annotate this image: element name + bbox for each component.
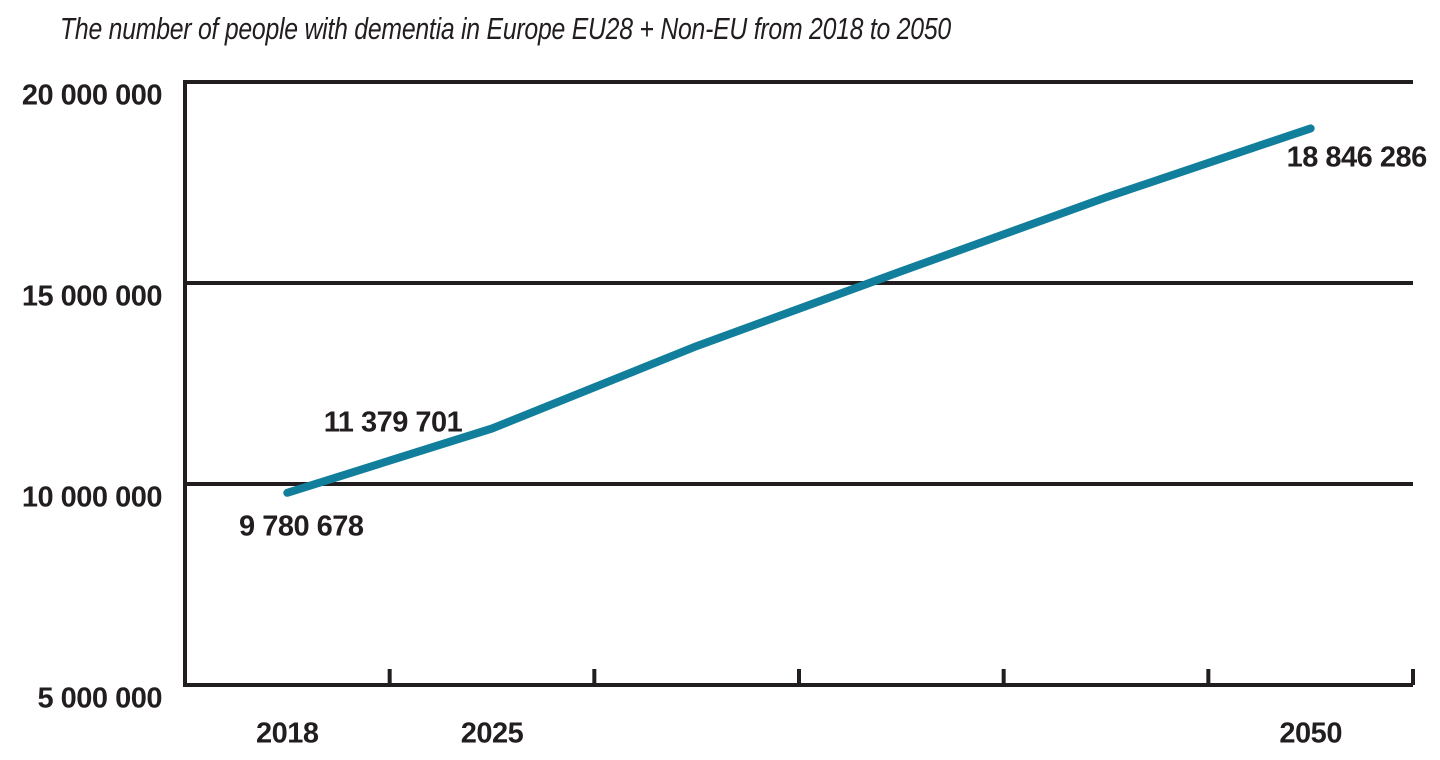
data-point-label-2025: 11 379 701	[323, 406, 463, 438]
data-point-label-2018: 9 780 678	[239, 510, 364, 543]
data-line	[283, 124, 1315, 497]
data-point-label-2050: 18 846 286	[1286, 141, 1428, 174]
y-axis-tick-label-5m: 5 000 000	[37, 682, 162, 715]
y-axis-tick-label-10m: 10 000 000	[21, 481, 163, 514]
x-axis-tick-label-2050: 2050	[1279, 717, 1342, 750]
x-axis-tick-label-2025: 2025	[460, 717, 524, 750]
y-axis-tick-label-20m: 20 000 000	[21, 79, 163, 112]
chart-title: The number of people with dementia in Eu…	[60, 11, 951, 46]
y-axis-tick-label-15m: 15 000 000	[21, 280, 163, 313]
x-axis-tick-label-2018: 2018	[256, 717, 319, 750]
